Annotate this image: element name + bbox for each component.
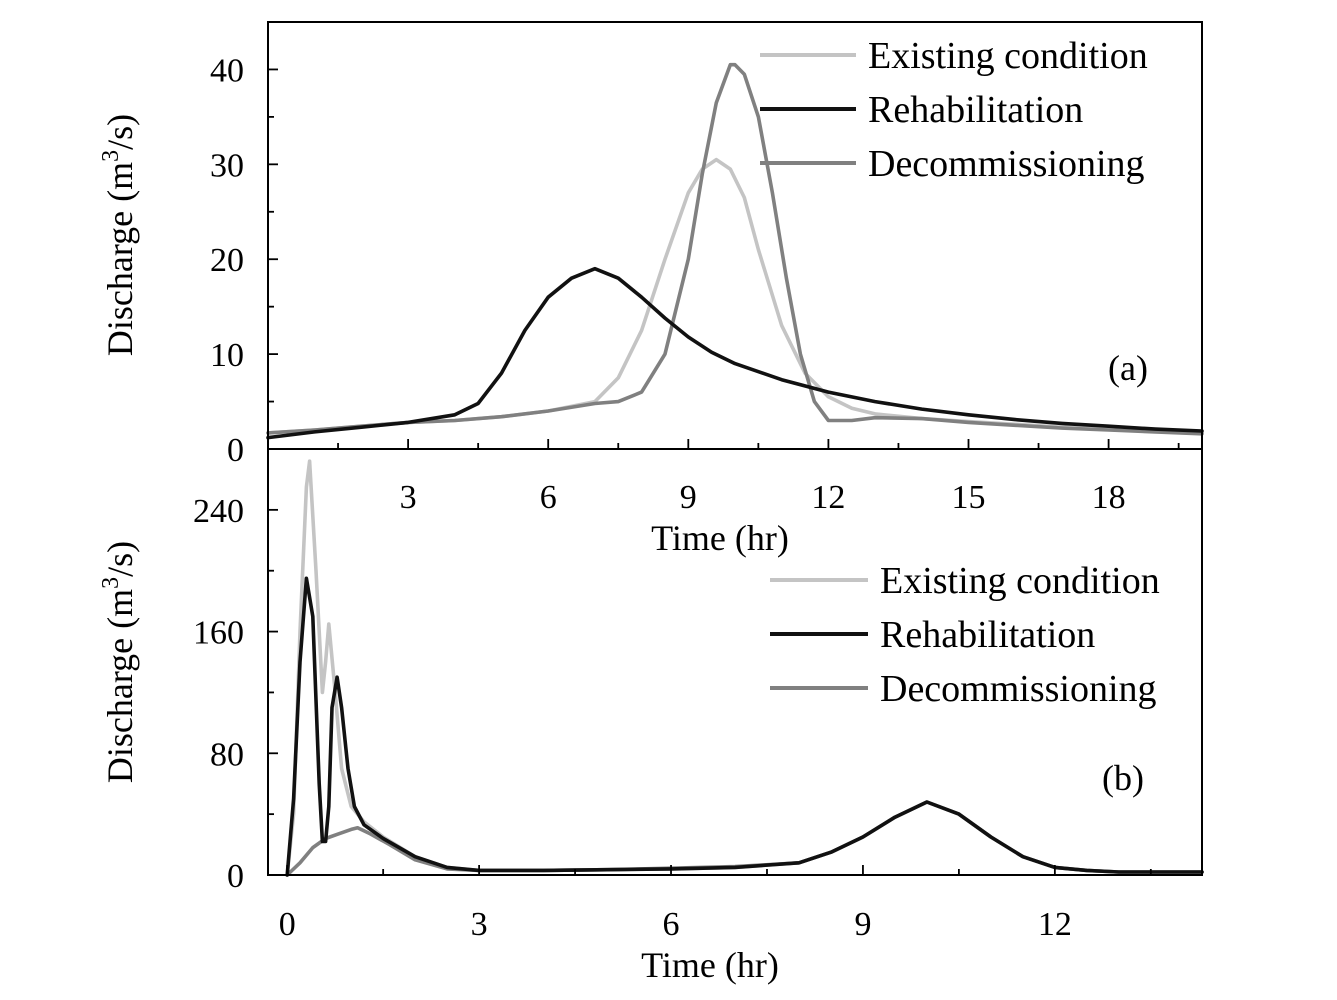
y-tick-label: 160 [193, 615, 244, 652]
x-tick-label: 15 [952, 479, 986, 516]
panel-b-y-ticks: 0 80 160 240 [193, 493, 278, 895]
y-tick-label: 240 [193, 493, 244, 530]
panel-a-y-axis-title-main: Discharge (m [100, 162, 140, 356]
y-tick-label: 0 [227, 858, 244, 895]
x-tick-label: 3 [400, 479, 417, 516]
panel-b-x-ticks: 0 3 6 9 12 [279, 865, 1152, 943]
x-tick-label: 9 [854, 906, 871, 943]
legend-label: Decommissioning [880, 668, 1157, 710]
y-tick-label: 20 [210, 242, 244, 279]
panel-a: 3 6 9 12 15 18 0 10 20 30 40 Time (hr) Discharge … [98, 21, 1204, 558]
panel-b-x-axis-title: Time (hr) [641, 945, 779, 985]
panel-b-label: (b) [1102, 758, 1144, 798]
series-line-decommissioning [266, 62, 1204, 436]
panel-a-y-ticks: 0 10 20 30 40 [210, 52, 278, 469]
series-line-rehabilitation [266, 266, 1204, 440]
panel-a-y-axis-title: Discharge (m3/s) [98, 114, 140, 356]
legend-label: Rehabilitation [868, 89, 1083, 131]
series-line-decommissioning [285, 800, 1204, 877]
panel-a-y-axis-title-end: /s) [100, 114, 140, 150]
panel-b-y-axis-title: Discharge (m3/s) [98, 541, 140, 783]
x-tick-label: 6 [663, 906, 680, 943]
legend-label: Existing condition [868, 35, 1148, 77]
x-tick-label: 18 [1092, 479, 1126, 516]
y-tick-label: 10 [210, 337, 244, 374]
panel-a-legend: Existing condition Rehabilitation Decommis… [760, 35, 1148, 185]
x-tick-label: 6 [540, 479, 557, 516]
legend-label: Existing condition [880, 560, 1160, 602]
panel-b-y-axis-title-end: /s) [100, 541, 140, 577]
x-tick-label: 9 [680, 479, 697, 516]
series-line-existing-condition [266, 157, 1204, 435]
panel-a-series [266, 62, 1204, 440]
panel-a-y-axis-title-sup: 3 [98, 150, 124, 162]
x-tick-label: 0 [279, 906, 296, 943]
y-tick-label: 40 [210, 52, 244, 89]
legend-label: Decommissioning [868, 143, 1145, 185]
panel-b-y-axis-title-sup: 3 [98, 577, 124, 589]
x-tick-label: 12 [811, 479, 845, 516]
x-tick-label: 3 [471, 906, 488, 943]
series-line-rehabilitation [285, 576, 1204, 877]
panel-a-x-axis-title: Time (hr) [651, 518, 789, 558]
legend-label: Rehabilitation [880, 614, 1095, 656]
y-tick-label: 0 [227, 432, 244, 469]
y-tick-label: 30 [210, 147, 244, 184]
panel-a-x-ticks: 3 6 9 12 15 18 [337, 439, 1180, 516]
panel-b-frame [267, 448, 1203, 876]
panel-a-label: (a) [1108, 348, 1148, 388]
panel-b-y-axis-title-main: Discharge (m [100, 589, 140, 783]
panel-a-frame [267, 21, 1203, 450]
x-tick-label: 12 [1038, 906, 1072, 943]
y-tick-label: 80 [210, 736, 244, 773]
panel-b-legend: Existing condition Rehabilitation Decommis… [770, 560, 1160, 710]
